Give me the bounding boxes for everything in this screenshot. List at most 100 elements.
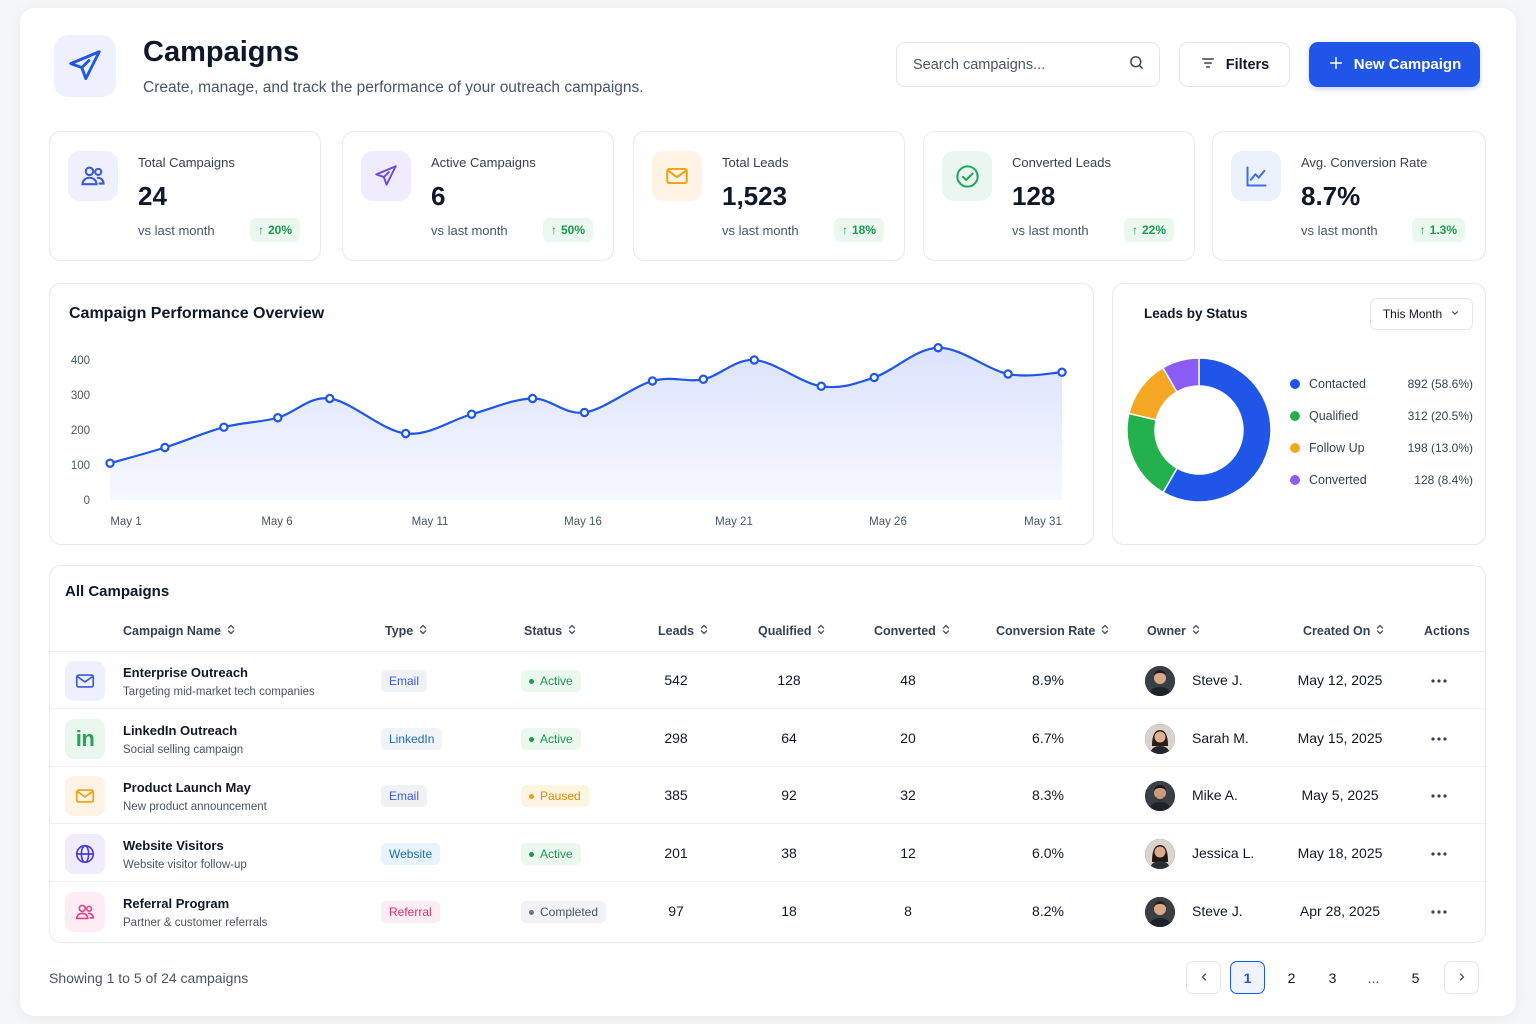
created-date: May 18, 2025 xyxy=(1297,845,1383,861)
sort-icon xyxy=(1376,624,1384,638)
x-tick-label: May 16 xyxy=(564,516,602,528)
status-badge: Active xyxy=(521,843,581,865)
status-dot xyxy=(529,736,534,742)
header-label: Qualified xyxy=(758,624,812,638)
stat-change: 20% xyxy=(267,223,292,237)
header-label: Actions xyxy=(1424,624,1470,638)
mail-icon xyxy=(65,776,105,816)
sort-icon xyxy=(1101,624,1109,638)
owner-name: Mike A. xyxy=(1192,787,1238,803)
converted-value: 32 xyxy=(900,787,916,803)
globe-icon xyxy=(65,834,105,874)
stat-label: Total Campaigns xyxy=(138,155,235,170)
header-type[interactable]: Type xyxy=(385,624,427,638)
status-dot xyxy=(529,851,534,857)
period-select-value: This Month xyxy=(1382,307,1443,321)
filters-button[interactable]: Filters xyxy=(1179,42,1290,87)
legend-item-contacted: Contacted 892 (58.6%) xyxy=(1290,375,1473,393)
page-button-5[interactable]: 5 xyxy=(1411,969,1420,986)
filters-button-label: Filters xyxy=(1225,56,1270,73)
more-actions-icon[interactable] xyxy=(1424,724,1454,754)
more-actions-icon[interactable] xyxy=(1424,666,1454,696)
header-qualified[interactable]: Qualified xyxy=(758,624,825,638)
chart-point xyxy=(816,381,826,391)
more-actions-icon[interactable] xyxy=(1424,781,1454,811)
page-title: Campaigns xyxy=(143,36,300,68)
search-input[interactable] xyxy=(913,56,1128,73)
performance-chart: 0 100 200 300 400 May 1 May 6 May 11 May 16 May 2… xyxy=(71,343,1067,528)
conversion-rate-value: 8.3% xyxy=(1032,787,1064,803)
more-actions-icon[interactable] xyxy=(1424,897,1454,927)
header-label: Created On xyxy=(1303,624,1371,638)
campaign-name[interactable]: Enterprise Outreach xyxy=(123,665,248,680)
legend-value: 892 (58.6%) xyxy=(1407,377,1473,391)
campaign-name[interactable]: Website Visitors xyxy=(123,838,224,853)
stat-card-total-leads: Total Leads 1,523 vs last month ↑ 18% xyxy=(633,131,905,261)
period-select[interactable]: This Month xyxy=(1370,298,1473,330)
header-converted[interactable]: Converted xyxy=(874,624,950,638)
stat-card-total-campaigns: Total Campaigns 24 vs last month ↑ 20% xyxy=(49,131,321,261)
qualified-value: 18 xyxy=(781,903,797,919)
header-leads[interactable]: Leads xyxy=(658,624,708,638)
conversion-rate-value: 8.2% xyxy=(1032,903,1064,919)
search-box[interactable] xyxy=(896,42,1160,87)
row-divider xyxy=(50,766,1487,767)
header-campaign-name[interactable]: Campaign Name xyxy=(123,624,235,638)
page-button-3[interactable]: 3 xyxy=(1328,969,1337,986)
qualified-value: 64 xyxy=(781,730,797,746)
search-icon[interactable] xyxy=(1128,54,1145,76)
table-row[interactable]: Enterprise Outreach Targeting mid-market… xyxy=(50,652,1487,709)
leads-value: 542 xyxy=(664,672,688,688)
chart-area-fill xyxy=(110,347,1062,500)
header-label: Type xyxy=(385,624,414,638)
leads-value: 298 xyxy=(664,730,688,746)
legend-label: Converted xyxy=(1309,473,1367,487)
avatar xyxy=(1145,781,1175,811)
type-badge: Website xyxy=(381,843,441,865)
campaign-name[interactable]: Product Launch May xyxy=(123,780,251,795)
header-created-on[interactable]: Created On xyxy=(1303,624,1384,638)
header-owner[interactable]: Owner xyxy=(1147,624,1200,638)
leads-donut-chart xyxy=(1126,357,1272,503)
table-row[interactable]: Product Launch May New product announcem… xyxy=(50,767,1487,824)
status-label: Active xyxy=(540,674,573,688)
more-actions-icon[interactable] xyxy=(1424,839,1454,869)
next-page-button[interactable] xyxy=(1444,961,1479,994)
table-title: All Campaigns xyxy=(65,583,170,600)
page-button-1[interactable]: 1 xyxy=(1230,961,1265,994)
new-campaign-button-label: New Campaign xyxy=(1353,56,1462,73)
y-tick-label: 300 xyxy=(71,390,90,402)
campaign-name[interactable]: Referral Program xyxy=(123,896,230,911)
stat-comparison: vs last month xyxy=(1301,223,1378,238)
page-ellipsis: ... xyxy=(1367,969,1380,986)
sort-icon xyxy=(1192,624,1200,638)
y-tick-label: 200 xyxy=(71,425,90,437)
table-row[interactable]: in LinkedIn Outreach Social selling camp… xyxy=(50,710,1487,767)
prev-page-button[interactable] xyxy=(1186,961,1221,994)
stat-label: Total Leads xyxy=(722,155,789,170)
status-dot xyxy=(529,678,534,684)
qualified-value: 38 xyxy=(781,845,797,861)
chart-point xyxy=(219,422,229,432)
created-date: May 12, 2025 xyxy=(1297,672,1383,688)
created-date: Apr 28, 2025 xyxy=(1299,903,1381,919)
campaigns-page: Campaigns Create, manage, and track the … xyxy=(20,8,1516,1016)
donut-slice-qualified xyxy=(1126,412,1179,494)
header-label: Leads xyxy=(658,624,695,638)
campaigns-logo-icon xyxy=(54,35,116,97)
table-row[interactable]: Referral Program Partner & customer refe… xyxy=(50,883,1487,940)
campaign-description: New product announcement xyxy=(123,801,267,813)
linkedin-icon: in xyxy=(65,719,105,759)
type-badge: Email xyxy=(381,785,428,807)
header-status[interactable]: Status xyxy=(524,624,576,638)
chart-point xyxy=(273,413,283,423)
stat-comparison: vs last month xyxy=(1012,223,1089,238)
conversion-rate-value: 6.7% xyxy=(1032,730,1064,746)
campaign-name[interactable]: LinkedIn Outreach xyxy=(123,723,238,738)
table-row[interactable]: Website Visitors Website visitor follow-… xyxy=(50,825,1487,882)
header-conversion-rate[interactable]: Conversion Rate xyxy=(996,624,1109,638)
stat-change-badge: ↑ 50% xyxy=(542,218,593,242)
page-button-2[interactable]: 2 xyxy=(1287,969,1296,986)
new-campaign-button[interactable]: New Campaign xyxy=(1309,42,1480,87)
stat-card-active-campaigns: Active Campaigns 6 vs last month ↑ 50% xyxy=(342,131,614,261)
